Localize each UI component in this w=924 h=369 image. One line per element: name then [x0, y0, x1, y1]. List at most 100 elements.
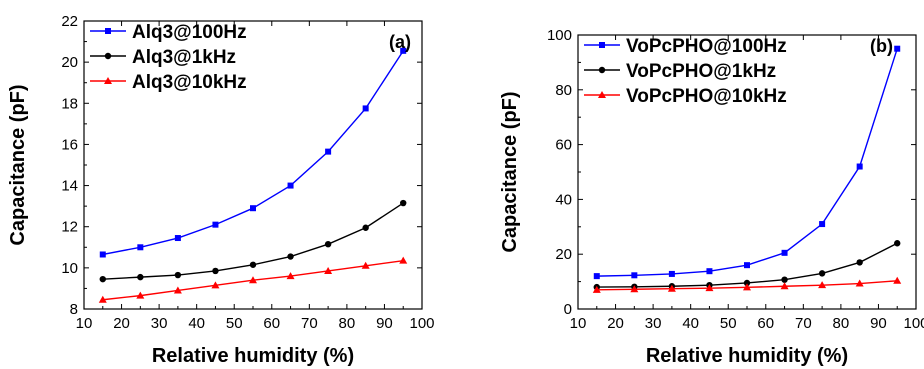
y-tick-label: 8	[70, 301, 78, 318]
data-point	[855, 279, 864, 287]
y-tick-label: 18	[61, 95, 78, 112]
x-tick-label: 20	[113, 315, 130, 332]
series-vopcpho-100hz	[593, 45, 901, 280]
data-point	[893, 276, 902, 284]
legend-entry: VoPcPHO@100Hz	[626, 36, 787, 57]
y-tick-label: 100	[547, 27, 572, 44]
data-point	[324, 266, 333, 274]
x-tick-label: 50	[720, 315, 737, 332]
x-tick-label: 60	[263, 315, 280, 332]
data-point	[631, 272, 638, 279]
data-point	[400, 199, 407, 207]
legend-marker	[104, 77, 112, 84]
data-point	[706, 268, 713, 275]
y-tick-label: 16	[61, 136, 78, 153]
data-point	[819, 221, 826, 228]
data-point	[99, 275, 106, 283]
data-point	[818, 281, 827, 289]
x-tick-label: 10	[570, 315, 587, 332]
x-tick-label: 50	[226, 315, 243, 332]
data-point	[174, 271, 182, 279]
data-point	[362, 105, 369, 112]
data-point	[98, 295, 107, 303]
data-point	[781, 249, 788, 256]
data-point	[212, 221, 219, 228]
data-point	[705, 284, 714, 292]
data-point	[325, 148, 332, 155]
x-tick-label: 10	[76, 315, 93, 332]
legend: VoPcPHO@100Hz VoPcPHO@1kHz VoPcPHO@10kHz	[584, 36, 787, 107]
series-alq3-1khz	[99, 199, 407, 283]
chart-panel-b: 10 20 30 40 50 60 70 80 90 100 0 20 40 60 80 100 Relativ…	[499, 27, 924, 367]
y-tick-label: 20	[555, 246, 572, 263]
y-tick-label: 40	[555, 191, 572, 208]
data-point	[744, 262, 750, 269]
data-point	[592, 285, 601, 293]
x-axis-title: Relative humidity (%)	[152, 345, 354, 367]
data-point	[249, 276, 257, 284]
data-point	[137, 244, 144, 251]
x-tick-label: 40	[682, 315, 699, 332]
x-tick-label: 80	[339, 315, 356, 332]
x-axis-title: Relative humidity (%)	[646, 345, 848, 367]
data-point	[668, 270, 675, 277]
panel-label: (b)	[870, 36, 893, 56]
y-tick-label: 12	[61, 219, 78, 236]
chart-panel-a: 10 20 30 40 50 60 70 80 90 100810121416182022Rela…	[7, 13, 435, 367]
x-tick-label: 70	[795, 315, 812, 332]
data-point	[630, 285, 639, 293]
x-tick-label: 30	[645, 315, 662, 332]
data-point	[361, 261, 370, 269]
data-point	[894, 240, 901, 247]
y-tick-label: 80	[555, 82, 572, 99]
data-point	[287, 253, 294, 260]
data-point	[250, 205, 256, 212]
y-axis-title: Capacitance (pF)	[499, 91, 521, 252]
legend-entry: Alq3@100Hz	[132, 22, 247, 43]
legend-marker	[598, 91, 606, 98]
x-tick-label: 60	[757, 315, 774, 332]
y-tick-label: 60	[555, 137, 572, 154]
data-point	[286, 272, 295, 280]
x-tick-label: 30	[151, 315, 168, 332]
data-point	[362, 224, 369, 231]
legend-entry: VoPcPHO@10kHz	[626, 86, 787, 107]
series-line	[596, 48, 898, 277]
x-tick-label: 70	[301, 315, 318, 332]
data-point	[743, 283, 751, 291]
legend-marker	[599, 42, 605, 48]
data-point	[174, 235, 181, 242]
data-point	[400, 47, 407, 54]
data-point	[399, 256, 408, 264]
data-point	[856, 163, 863, 170]
legend: Alq3@100Hz Alq3@1kHz Alq3@10kHz	[90, 22, 247, 93]
data-point	[249, 261, 257, 268]
x-tick-label: 80	[833, 315, 850, 332]
panel-label: (a)	[389, 32, 411, 52]
series-vopcpho-10khz	[592, 276, 902, 293]
legend-entry: Alq3@1kHz	[132, 47, 236, 68]
data-point	[137, 273, 144, 281]
legend-marker	[104, 52, 112, 60]
y-tick-label: 10	[61, 260, 78, 277]
y-axis-title: Capacitance (pF)	[7, 84, 29, 245]
data-point	[743, 279, 751, 287]
y-tick-label: 22	[61, 13, 78, 30]
data-point	[324, 241, 332, 248]
data-point	[781, 276, 788, 283]
data-point	[136, 291, 145, 299]
x-tick-label: 90	[376, 315, 393, 332]
legend-entry: VoPcPHO@1kHz	[626, 61, 776, 82]
y-tick-label: 0	[564, 301, 572, 318]
x-tick-label: 40	[188, 315, 205, 332]
data-point	[894, 45, 901, 52]
y-tick-label: 20	[61, 54, 78, 71]
x-tick-label: 100	[409, 315, 434, 332]
series-alq3-10khz	[98, 256, 408, 303]
data-point	[593, 273, 600, 280]
data-point	[212, 267, 219, 275]
legend-entry: Alq3@10kHz	[132, 72, 247, 93]
data-point	[818, 270, 826, 277]
data-point	[667, 284, 676, 292]
